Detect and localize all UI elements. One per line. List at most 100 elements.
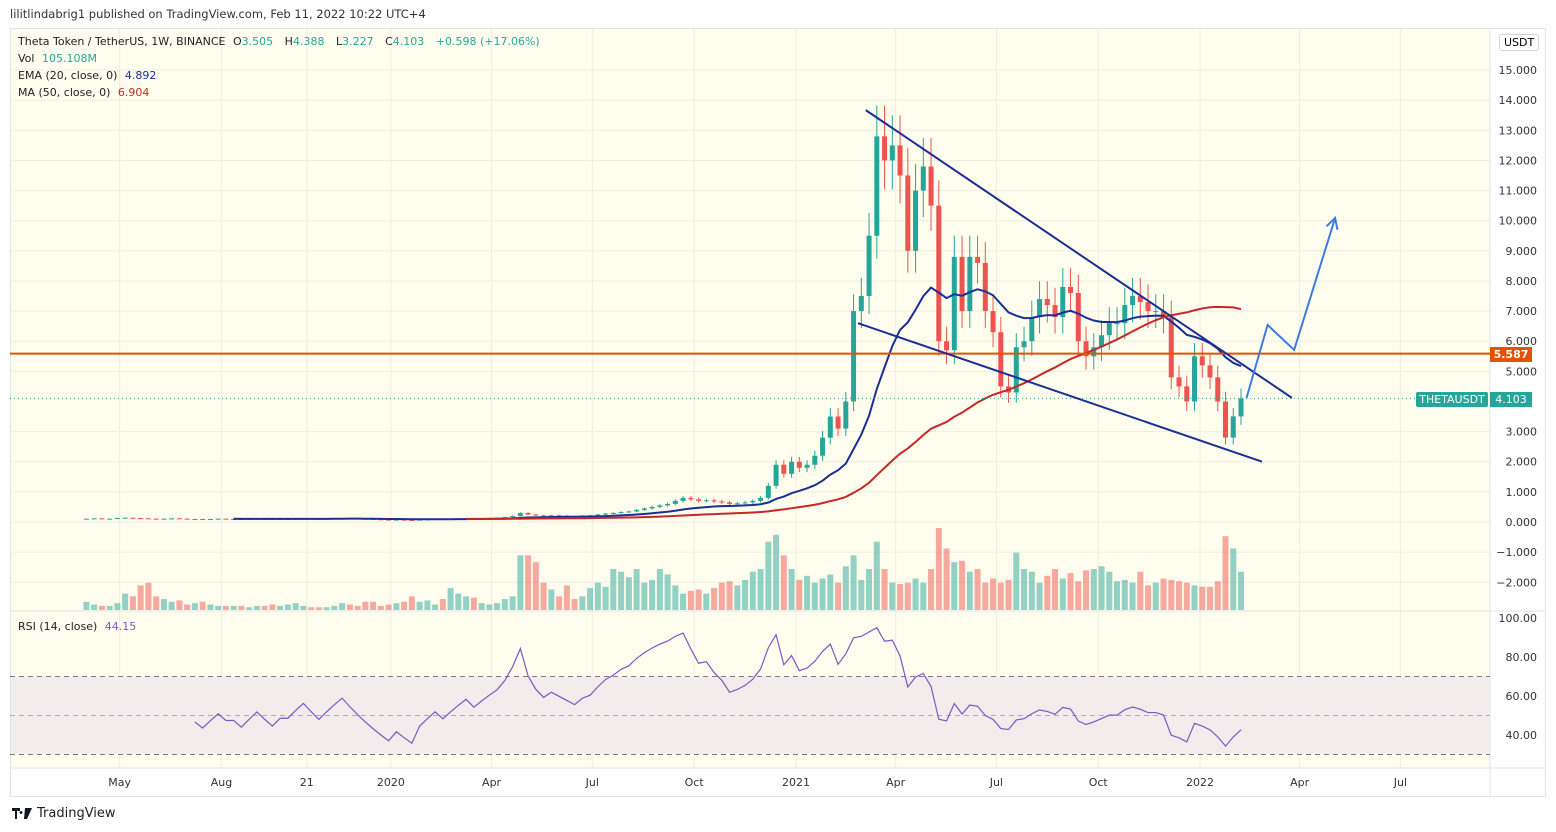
candle-body: [998, 332, 1004, 387]
volume-bar: [501, 599, 508, 610]
ema-value: 4.892: [124, 69, 157, 82]
open-label: O: [233, 35, 242, 48]
candle-body: [889, 145, 895, 161]
volume-bar: [106, 605, 113, 610]
volume-bar: [858, 579, 865, 610]
volume-bar: [881, 569, 888, 610]
volume-bar: [354, 605, 361, 610]
last-price-label: 4.103: [1490, 392, 1532, 407]
candle-body: [665, 503, 671, 506]
y-tick-label: 14.000: [1499, 94, 1538, 107]
candle-body: [1075, 293, 1081, 342]
volume-bar: [1176, 581, 1183, 610]
candle-body: [517, 512, 523, 516]
candle-body: [91, 518, 97, 520]
candle-body: [696, 499, 702, 501]
candle-body: [1161, 311, 1167, 318]
candle-body: [688, 497, 694, 500]
volume-bar: [261, 605, 268, 610]
currency-button[interactable]: USDT: [1499, 34, 1540, 51]
candle-body: [1099, 335, 1105, 348]
volume-bar: [703, 593, 710, 610]
volume-bar: [943, 548, 950, 610]
y-tick-label: 5.000: [1506, 365, 1538, 378]
volume-bar: [680, 593, 687, 610]
publish-info: lilitlindabrig1 published on TradingView…: [10, 7, 426, 21]
volume-bar: [532, 562, 539, 610]
x-tick-label: Apr: [482, 776, 502, 789]
symbol-name[interactable]: Theta Token / TetherUS, 1W, BINANCE: [18, 35, 226, 48]
volume-bar: [827, 574, 834, 610]
volume-bar: [308, 607, 315, 610]
volume-bar: [1168, 579, 1175, 610]
candle-body: [207, 518, 213, 520]
volume-bar: [649, 579, 656, 610]
volume-bar: [1183, 582, 1190, 610]
candle-body: [122, 517, 128, 519]
volume-bar: [1222, 536, 1229, 610]
rsi-tick-label: 60.00: [1506, 690, 1538, 703]
y-tick-label: −2.000: [1496, 576, 1537, 589]
volume-bar: [184, 604, 191, 610]
volume-bar: [145, 582, 152, 610]
volume-bar: [749, 571, 756, 610]
x-tick-label: 2021: [782, 776, 810, 789]
volume-bar: [377, 605, 384, 610]
candle-body: [626, 511, 632, 513]
y-tick-label: 10.000: [1499, 215, 1538, 228]
volume-bar: [393, 603, 400, 610]
volume-bar: [284, 604, 291, 610]
candle-body: [936, 205, 942, 342]
x-tick-label: Apr: [1290, 776, 1310, 789]
y-tick-label: 1.000: [1506, 486, 1538, 499]
volume-bar: [222, 605, 229, 610]
volume-bar: [215, 605, 222, 610]
volume-bar: [160, 599, 167, 610]
ma-label[interactable]: MA (50, close, 0): [18, 86, 111, 99]
volume-bar: [695, 589, 702, 610]
volume-label[interactable]: Vol: [18, 52, 35, 65]
candle-body: [1207, 365, 1213, 378]
volume-bar: [997, 582, 1004, 610]
rsi-tick-label: 40.00: [1506, 729, 1538, 742]
ma-value: 6.904: [117, 86, 150, 99]
volume-bar: [300, 605, 307, 610]
open-value: 3.505: [241, 35, 274, 48]
volume-bar: [866, 569, 873, 610]
volume-bar: [339, 603, 346, 610]
volume-bar: [1028, 571, 1035, 610]
volume-bar: [1005, 579, 1012, 610]
candle-body: [758, 497, 764, 501]
y-tick-label: 13.000: [1499, 124, 1538, 137]
volume-bar: [571, 599, 578, 610]
volume-bar: [91, 604, 98, 610]
candle-body: [657, 505, 663, 507]
volume-bar: [230, 605, 237, 610]
candle-body: [742, 502, 748, 504]
candle-body: [804, 464, 810, 468]
volume-bar: [718, 582, 725, 610]
volume-bar: [486, 604, 493, 610]
candle-body: [1176, 377, 1182, 387]
volume-bar: [439, 599, 446, 610]
volume-bar: [618, 571, 625, 610]
brand-name: TradingView: [37, 806, 116, 821]
candle-body: [510, 515, 516, 518]
y-tick-label: 6.000: [1506, 335, 1538, 348]
volume-bar: [1238, 571, 1245, 610]
volume-bar: [556, 596, 563, 610]
rsi-label[interactable]: RSI (14, close): [18, 620, 98, 633]
candle-body: [812, 455, 818, 465]
volume-bar: [494, 603, 501, 610]
candle-body: [556, 515, 562, 517]
tradingview-logo[interactable]: TradingView: [12, 806, 116, 821]
candle-body: [1114, 323, 1120, 325]
volume-bar: [1052, 569, 1059, 610]
ema-label[interactable]: EMA (20, close, 0): [18, 69, 118, 82]
candle-body: [1130, 296, 1136, 306]
candle-body: [603, 513, 609, 515]
volume-bar: [153, 596, 160, 610]
volume-bar: [168, 601, 175, 610]
volume-bar: [199, 601, 206, 610]
